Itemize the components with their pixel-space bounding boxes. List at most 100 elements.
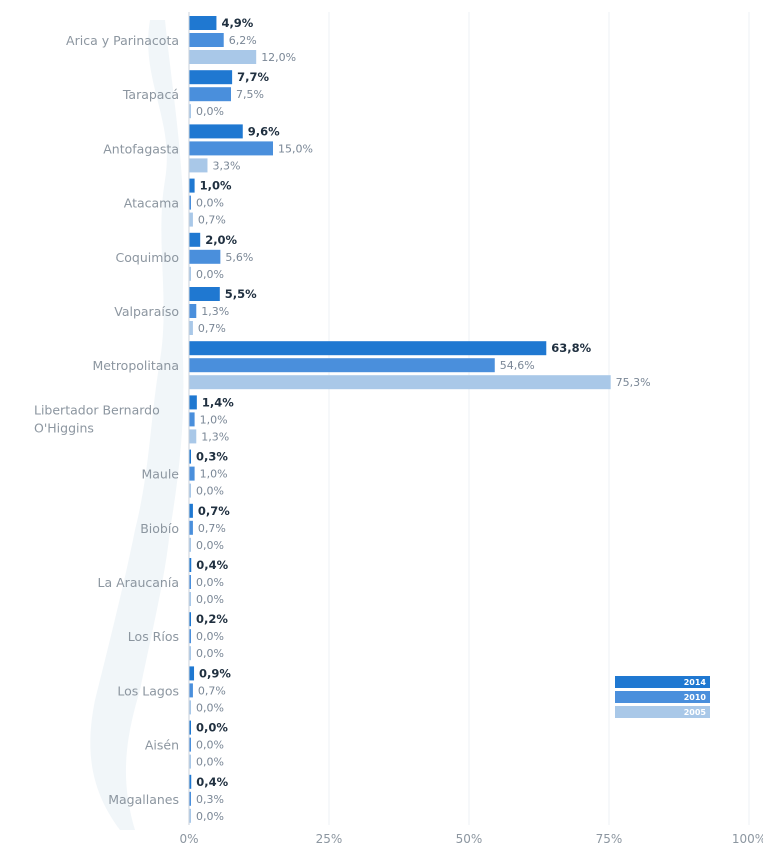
- bar-2010-2: [189, 141, 273, 156]
- value-label-2005-8: 0,0%: [196, 485, 224, 498]
- bar-2010-6: [189, 358, 495, 373]
- category-label-8: Maule: [141, 467, 179, 482]
- bar-2010-12: [189, 683, 193, 698]
- value-label-2014-1: 7,7%: [237, 70, 269, 84]
- bar-2010-11: [189, 629, 191, 644]
- bar-2010-3: [189, 195, 191, 210]
- bar-2014-7: [189, 395, 197, 410]
- bar-2010-0: [189, 33, 224, 47]
- value-label-2010-14: 0,3%: [196, 793, 224, 806]
- bar-2005-1: [189, 104, 191, 119]
- bar-2014-1: [189, 70, 233, 85]
- value-label-2014-10: 0,4%: [196, 558, 228, 572]
- value-label-2005-10: 0,0%: [196, 593, 224, 606]
- bar-2010-8: [189, 466, 195, 481]
- value-label-2005-0: 12,0%: [261, 51, 296, 64]
- bar-2010-14: [189, 791, 191, 806]
- bar-2005-7: [189, 429, 197, 444]
- value-label-2010-2: 15,0%: [278, 142, 313, 155]
- bar-2005-14: [189, 808, 191, 823]
- category-label-1: Tarapacá: [122, 87, 179, 102]
- x-tick-label-1: 25%: [316, 832, 343, 846]
- value-label-2010-7: 1,0%: [200, 413, 228, 426]
- value-label-2010-8: 1,0%: [200, 468, 228, 481]
- value-label-2014-9: 0,7%: [198, 504, 230, 518]
- value-label-2005-1: 0,0%: [196, 105, 224, 118]
- value-label-2014-8: 0,3%: [196, 450, 228, 464]
- x-tick-label-2: 50%: [456, 832, 483, 846]
- bar-2005-0: [189, 50, 257, 64]
- legend-swatch-2014: [615, 676, 710, 688]
- value-label-2005-9: 0,0%: [196, 539, 224, 552]
- value-label-2010-4: 5,6%: [225, 251, 253, 264]
- bar-2005-3: [189, 212, 193, 227]
- value-label-2010-0: 6,2%: [229, 34, 257, 47]
- value-label-2010-10: 0,0%: [196, 576, 224, 589]
- bar-2010-10: [189, 575, 191, 589]
- value-label-2005-7: 1,3%: [201, 430, 229, 443]
- bar-2005-9: [189, 537, 191, 552]
- bar-2014-2: [189, 124, 243, 139]
- bar-2014-8: [189, 449, 191, 464]
- bar-2010-7: [189, 412, 195, 427]
- legend-label-2005: 2005: [684, 708, 707, 717]
- category-label-2: Antofagasta: [103, 141, 179, 156]
- value-label-2014-3: 1,0%: [200, 179, 232, 193]
- category-label-14: Magallanes: [108, 792, 179, 807]
- value-label-2005-4: 0,0%: [196, 268, 224, 281]
- bar-2005-5: [189, 321, 193, 335]
- value-label-2010-13: 0,0%: [196, 739, 224, 752]
- value-label-2014-14: 0,4%: [196, 775, 228, 789]
- value-label-2010-5: 1,3%: [201, 305, 229, 318]
- category-label-6: Metropolitana: [92, 358, 179, 373]
- bar-2014-13: [189, 720, 191, 735]
- bar-2005-4: [189, 266, 191, 281]
- bars: 4,9% 6,2% 12,0% 7,7% 7,5% 0,0% 9,6% 15,0% 3,3% 1,…: [188, 12, 651, 825]
- bar-2014-3: [189, 178, 195, 193]
- category-label-11: Los Ríos: [128, 629, 179, 644]
- category-label-13: Aisén: [145, 738, 179, 753]
- value-label-2005-3: 0,7%: [198, 214, 226, 227]
- bar-2010-4: [189, 249, 221, 264]
- value-label-2005-11: 0,0%: [196, 647, 224, 660]
- bar-2005-8: [189, 483, 191, 498]
- category-label-12: Los Lagos: [117, 683, 179, 698]
- value-label-2014-2: 9,6%: [248, 124, 280, 138]
- bar-2005-12: [189, 700, 191, 715]
- x-tick-label-3: 75%: [596, 832, 623, 846]
- legend-swatch-2010: [615, 691, 710, 703]
- value-label-2010-11: 0,0%: [196, 630, 224, 643]
- category-label-4: Coquimbo: [116, 250, 179, 265]
- value-label-2005-5: 0,7%: [198, 322, 226, 335]
- bar-2014-0: [189, 16, 217, 30]
- category-label-5: Valparaíso: [114, 304, 179, 319]
- bar-2010-5: [189, 304, 197, 318]
- x-axis-ticks: 0% 25% 50% 75% 100%: [179, 832, 763, 846]
- bar-2010-9: [189, 520, 193, 535]
- value-label-2014-12: 0,9%: [199, 666, 231, 680]
- legend: 2014 2010 2005: [615, 676, 710, 718]
- value-label-2014-0: 4,9%: [221, 16, 253, 30]
- value-label-2005-2: 3,3%: [212, 159, 240, 172]
- bar-2014-11: [189, 612, 191, 627]
- legend-swatch-2005: [615, 706, 710, 718]
- value-label-2010-6: 54,6%: [500, 359, 535, 372]
- category-label-7: Libertador Bernardo O'Higgins: [34, 402, 160, 435]
- category-label-3: Atacama: [124, 196, 179, 211]
- value-label-2005-6: 75,3%: [616, 376, 651, 389]
- map-silhouette-shape: [90, 20, 184, 830]
- bar-2014-10: [189, 558, 192, 572]
- bar-2010-13: [189, 737, 191, 752]
- value-label-2014-6: 63,8%: [551, 341, 591, 355]
- legend-label-2010: 2010: [684, 693, 707, 702]
- bar-2005-2: [189, 158, 208, 173]
- bar-2005-10: [189, 592, 191, 606]
- category-label-0: Arica y Parinacota: [66, 33, 179, 48]
- legend-label-2014: 2014: [684, 678, 707, 687]
- bar-2014-12: [189, 666, 195, 681]
- bar-2005-6: [189, 375, 611, 390]
- value-label-2014-4: 2,0%: [205, 233, 237, 247]
- category-label-10: La Araucanía: [98, 575, 179, 590]
- gridlines: [328, 12, 750, 825]
